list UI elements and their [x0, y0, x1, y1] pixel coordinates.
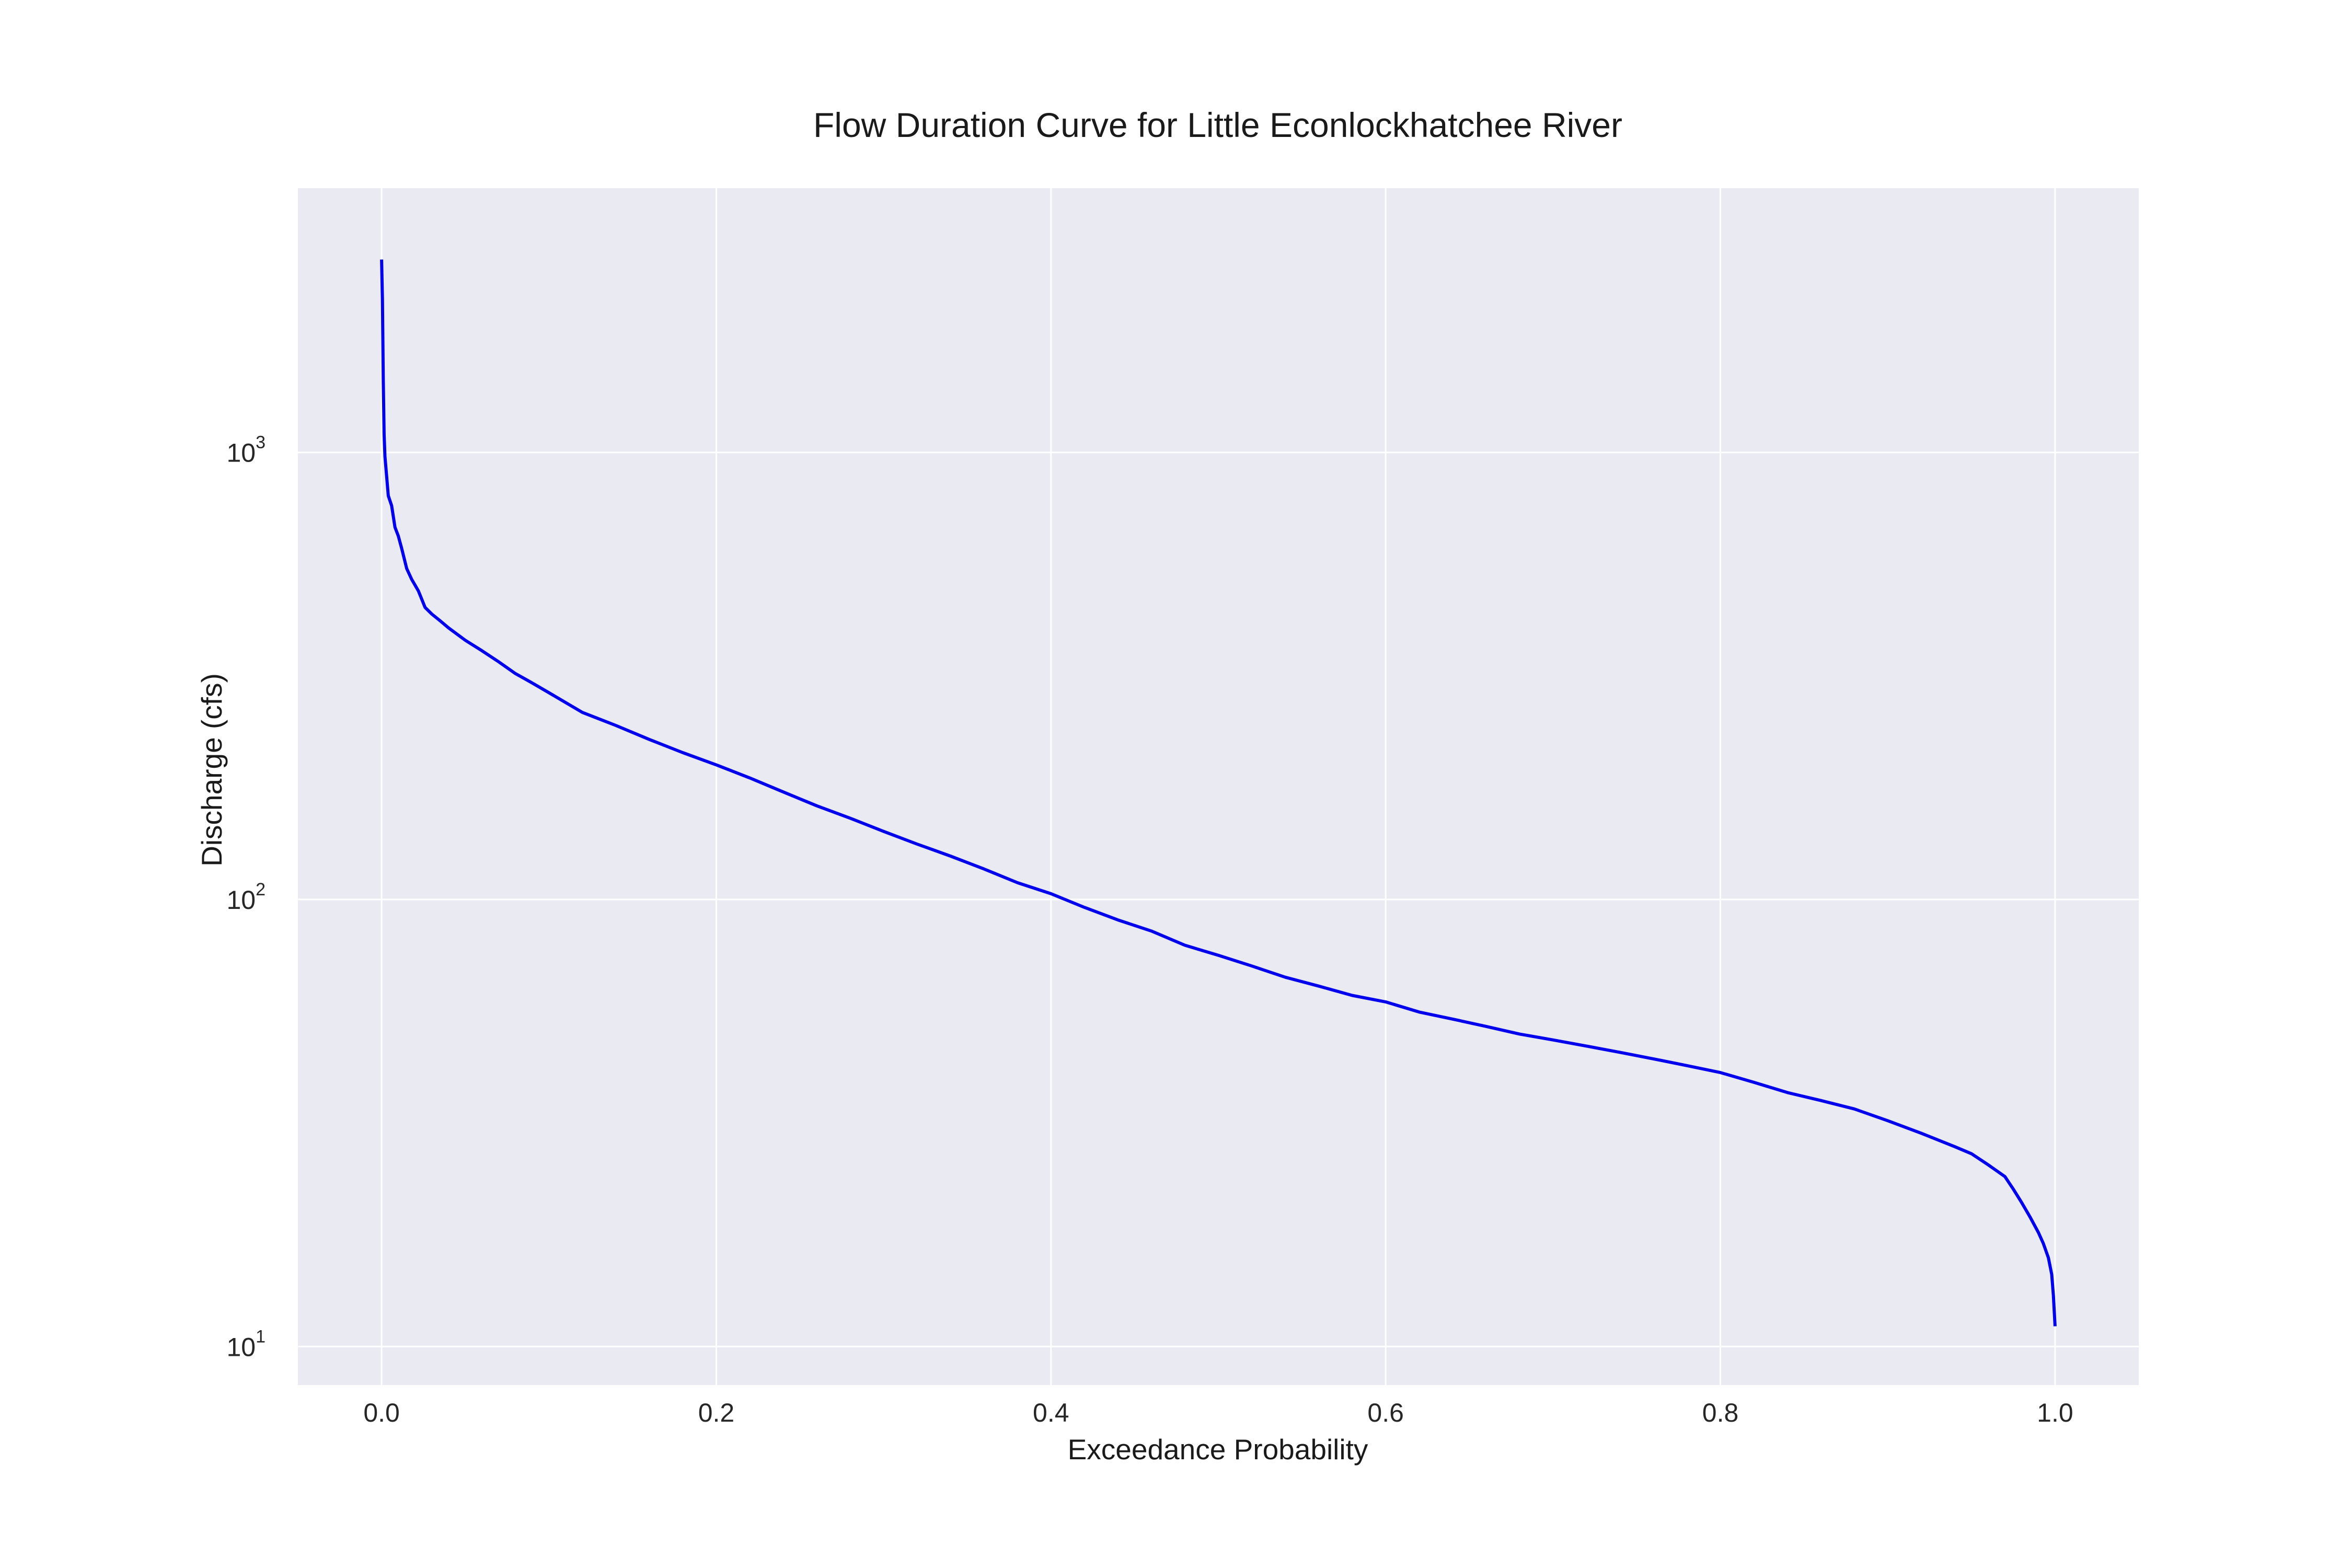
chart-title: Flow Duration Curve for Little Econlockh… — [813, 106, 1622, 144]
y-tick-label: 102 — [226, 880, 266, 915]
x-tick-label: 0.6 — [1367, 1398, 1404, 1427]
x-tick-label: 1.0 — [2037, 1398, 2073, 1427]
y-tick-label: 103 — [226, 433, 266, 468]
tick-labels: 0.0 0.2 0.4 0.6 0.8 1.0 101 102 103 — [226, 433, 2073, 1427]
x-tick-label: 0.2 — [698, 1398, 735, 1427]
flow-duration-line — [380, 259, 2057, 1327]
grid — [298, 188, 2139, 1385]
x-tick-label: 0.0 — [363, 1398, 400, 1427]
x-tick-label: 0.8 — [1702, 1398, 1739, 1427]
x-tick-label: 0.4 — [1033, 1398, 1069, 1427]
y-tick-label: 101 — [226, 1327, 266, 1362]
y-axis-label: Discharge (cfs) — [195, 673, 228, 867]
x-axis-label: Exceedance Probability — [1068, 1433, 1368, 1466]
plot-area — [298, 188, 2139, 1385]
series — [380, 259, 2057, 1327]
